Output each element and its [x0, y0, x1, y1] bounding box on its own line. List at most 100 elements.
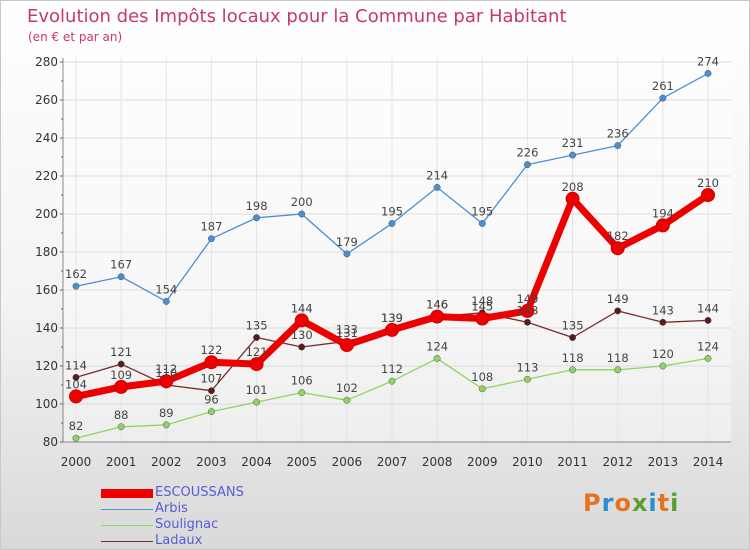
- y-tick-label: 180: [35, 245, 58, 259]
- data-label-escoussans: 112: [155, 362, 177, 376]
- data-label-escoussans: 146: [426, 298, 448, 312]
- y-tick-label: 240: [35, 131, 58, 145]
- data-point-ladaux: [207, 387, 215, 395]
- data-label-soulignac: 89: [159, 406, 174, 420]
- x-tick-label: 2012: [602, 455, 633, 469]
- data-point-ladaux: [569, 334, 577, 341]
- data-label-arbis: 226: [516, 146, 538, 160]
- data-label-soulignac: 106: [291, 374, 313, 388]
- data-label-ladaux: 135: [246, 319, 268, 333]
- data-label-escoussans: 182: [607, 229, 629, 243]
- data-point-arbis: [72, 282, 80, 290]
- data-point-arbis: [614, 142, 622, 150]
- x-tick-label: 2008: [422, 455, 453, 469]
- data-label-ladaux: 143: [516, 303, 538, 317]
- data-point-arbis: [343, 250, 351, 258]
- data-label-ladaux: 110: [155, 366, 177, 380]
- data-label-soulignac: 124: [697, 339, 719, 353]
- data-point-ladaux: [253, 334, 261, 341]
- data-point-arbis: [207, 235, 215, 243]
- data-label-escoussans: 149: [516, 292, 538, 306]
- y-tick-label: 200: [35, 207, 58, 221]
- legend-swatch-escoussans: [101, 489, 153, 498]
- data-label-escoussans: 104: [65, 377, 87, 391]
- data-label-arbis: 195: [471, 205, 493, 219]
- legend-swatch-arbis: [101, 509, 153, 510]
- x-tick-label: 2002: [151, 455, 182, 469]
- data-point-escoussans: [69, 389, 83, 404]
- data-label-ladaux: 144: [697, 301, 719, 315]
- data-point-soulignac: [253, 398, 261, 406]
- data-label-ladaux: 114: [65, 358, 87, 372]
- data-point-soulignac: [704, 354, 712, 362]
- data-point-arbis: [478, 220, 486, 227]
- data-point-soulignac: [569, 366, 577, 374]
- data-label-arbis: 236: [607, 127, 629, 141]
- data-label-ladaux: 130: [291, 328, 313, 342]
- data-point-arbis: [704, 69, 712, 77]
- y-tick-label: 140: [35, 321, 58, 335]
- x-tick-label: 2009: [467, 455, 498, 469]
- x-tick-label: 2004: [241, 455, 272, 469]
- data-label-escoussans: 109: [110, 368, 132, 382]
- x-tick-label: 2014: [693, 455, 724, 469]
- data-label-arbis: 198: [246, 199, 268, 213]
- data-point-ladaux: [614, 307, 622, 315]
- data-point-escoussans: [385, 322, 399, 337]
- data-label-soulignac: 112: [381, 362, 403, 376]
- x-tick-label: 2000: [61, 455, 92, 469]
- data-point-arbis: [253, 214, 261, 222]
- data-point-arbis: [433, 183, 441, 191]
- data-label-arbis: 274: [697, 54, 719, 68]
- data-point-arbis: [388, 220, 396, 227]
- data-point-ladaux: [659, 318, 667, 326]
- data-point-soulignac: [162, 421, 170, 429]
- y-tick-label: 280: [35, 55, 58, 69]
- data-point-escoussans: [114, 379, 129, 394]
- chart-title: Evolution des Impôts locaux pour la Comm…: [27, 6, 567, 27]
- logo-letter: P: [583, 489, 602, 517]
- data-point-arbis: [523, 161, 531, 169]
- data-point-arbis: [117, 273, 125, 281]
- y-tick-label: 260: [35, 93, 58, 107]
- data-point-escoussans: [249, 357, 264, 372]
- data-label-ladaux: 148: [471, 294, 493, 308]
- proxiti-logo: Proxiti: [583, 489, 679, 517]
- data-point-arbis: [298, 210, 306, 218]
- data-point-escoussans: [294, 313, 309, 328]
- data-label-escoussans: 194: [652, 206, 674, 220]
- data-point-soulignac: [433, 354, 441, 362]
- data-point-soulignac: [523, 375, 531, 383]
- data-point-escoussans: [655, 218, 670, 233]
- data-label-escoussans: 145: [471, 300, 493, 314]
- data-point-escoussans: [159, 374, 174, 389]
- logo-letter: x: [631, 489, 649, 517]
- data-label-soulignac: 102: [336, 381, 358, 395]
- x-tick-label: 2013: [648, 455, 679, 469]
- data-point-arbis: [569, 151, 577, 159]
- data-point-escoussans: [204, 355, 219, 370]
- y-tick-label: 100: [35, 397, 58, 411]
- x-tick-label: 2006: [332, 455, 363, 469]
- data-label-arbis: 167: [110, 258, 132, 272]
- data-label-soulignac: 120: [652, 347, 674, 361]
- data-label-escoussans: 208: [562, 180, 584, 194]
- data-point-soulignac: [614, 366, 622, 374]
- data-label-escoussans: 210: [697, 176, 719, 190]
- data-point-arbis: [659, 94, 667, 102]
- data-point-escoussans: [701, 188, 715, 202]
- data-point-ladaux: [523, 318, 531, 326]
- data-label-escoussans: 121: [246, 345, 268, 359]
- y-tick-label: 220: [35, 169, 58, 183]
- data-label-soulignac: 108: [471, 370, 493, 384]
- data-point-escoussans: [520, 303, 535, 318]
- data-label-ladaux: 135: [562, 319, 584, 333]
- x-tick-label: 2007: [377, 455, 408, 469]
- x-tick-label: 2001: [106, 455, 137, 469]
- data-point-escoussans: [430, 309, 445, 324]
- data-point-ladaux: [704, 316, 712, 324]
- logo-letter: i: [670, 489, 680, 517]
- logo-letter: i: [648, 489, 658, 517]
- y-tick-label: 80: [43, 435, 58, 449]
